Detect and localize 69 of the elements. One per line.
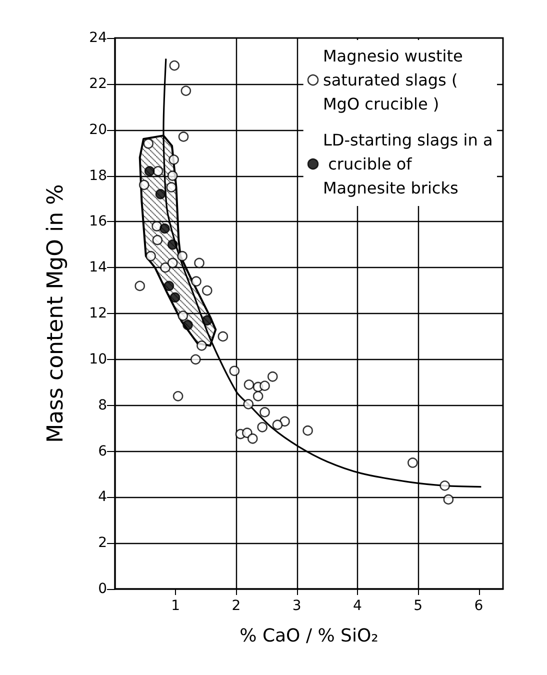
point xyxy=(229,366,240,376)
x-tick-label: 5 xyxy=(414,598,423,614)
point xyxy=(252,391,264,402)
point xyxy=(178,132,189,142)
point xyxy=(152,234,163,246)
y-tick-label: 4 xyxy=(98,489,108,506)
point xyxy=(244,380,254,390)
y-tick-label: 8 xyxy=(98,397,107,414)
point xyxy=(168,154,179,165)
point xyxy=(272,420,283,430)
point xyxy=(152,166,164,176)
point xyxy=(243,399,254,410)
point xyxy=(143,138,154,149)
point xyxy=(172,391,184,402)
point xyxy=(408,458,418,468)
y-tick-label: 18 xyxy=(89,168,107,184)
point xyxy=(134,280,146,292)
y-tick-label: 16 xyxy=(89,214,108,230)
point xyxy=(260,407,270,418)
point xyxy=(167,239,178,250)
y-tick-label: 2 xyxy=(98,535,107,552)
point xyxy=(146,250,156,262)
y-tick-label: 20 xyxy=(89,122,107,138)
legend-label: Magnesio wustite saturated slags ( MgO crucible ) xyxy=(323,46,468,114)
point xyxy=(260,380,270,391)
y-tick-label: 14 xyxy=(89,260,108,276)
point xyxy=(160,262,170,273)
y-tick-label: 6 xyxy=(98,443,108,460)
point xyxy=(267,371,278,382)
x-tick-label: 1 xyxy=(171,598,180,614)
y-tick-label: 24 xyxy=(89,30,108,46)
point xyxy=(182,320,193,330)
point xyxy=(169,60,180,71)
point xyxy=(177,250,188,262)
point xyxy=(164,280,174,292)
y-tick-label: 22 xyxy=(89,76,107,92)
x-tick-label: 2 xyxy=(232,598,241,614)
point xyxy=(167,170,178,181)
point xyxy=(190,354,201,365)
point xyxy=(440,480,450,491)
point xyxy=(144,166,155,176)
point xyxy=(178,310,188,321)
y-tick-label: 10 xyxy=(89,351,107,368)
x-tick-label: 3 xyxy=(292,598,302,614)
y-tick-label: 0 xyxy=(98,581,107,597)
point xyxy=(257,422,268,432)
point xyxy=(196,340,207,351)
x-tick-label: 6 xyxy=(474,598,484,614)
point xyxy=(160,223,170,234)
point xyxy=(194,258,204,268)
point xyxy=(302,425,313,436)
point xyxy=(280,416,290,427)
point xyxy=(218,331,228,342)
y-tick-label: 12 xyxy=(89,306,107,322)
point xyxy=(170,292,180,303)
point xyxy=(443,494,454,505)
x-axis-title: % CaO / % SiO₂ xyxy=(240,626,378,646)
point xyxy=(180,86,192,96)
point xyxy=(202,315,212,326)
point xyxy=(247,433,258,444)
point xyxy=(202,285,212,296)
point xyxy=(191,276,202,287)
point xyxy=(138,180,150,190)
y-axis-title: Mass content MgO in % xyxy=(44,184,68,443)
point xyxy=(155,188,166,200)
x-tick-label: 4 xyxy=(353,598,362,614)
legend-label: LD-starting slags in a crucible of Magnesite bricks xyxy=(323,130,493,198)
point xyxy=(166,182,177,192)
point xyxy=(167,258,178,268)
